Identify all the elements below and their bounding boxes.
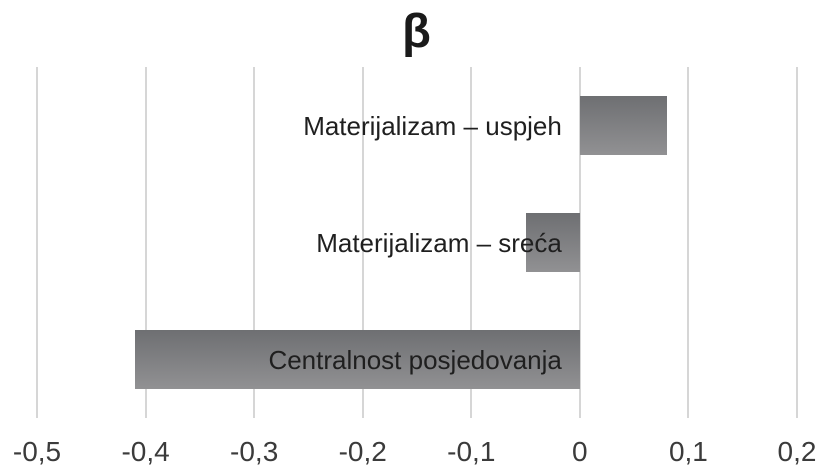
- gridline: [36, 67, 38, 418]
- category-label: Centralnost posjedovanja: [268, 344, 562, 375]
- category-label: Materijalizam – sreća: [316, 227, 562, 258]
- x-tick-label: -0,5: [12, 436, 62, 467]
- x-tick-label: 0,2: [777, 436, 817, 467]
- gridline: [687, 67, 690, 418]
- x-tick-label: -0,3: [230, 436, 279, 467]
- gridline: [361, 67, 364, 418]
- x-tick-label: 0,1: [668, 436, 708, 467]
- gridline: [144, 67, 147, 418]
- gridline: [253, 67, 256, 418]
- x-tick-label: 0: [572, 436, 588, 467]
- x-tick-label: -0,4: [121, 436, 170, 467]
- chart-title: β: [402, 4, 431, 57]
- x-tick-label: -0,2: [338, 436, 387, 467]
- category-label: Materijalizam – uspjeh: [303, 110, 562, 141]
- gridline: [470, 67, 473, 418]
- bar: [579, 96, 667, 155]
- x-tick-label: -0,1: [447, 436, 496, 467]
- gridline: [578, 67, 581, 418]
- bar: [525, 213, 580, 272]
- gridline: [796, 67, 798, 418]
- bar: [134, 330, 580, 389]
